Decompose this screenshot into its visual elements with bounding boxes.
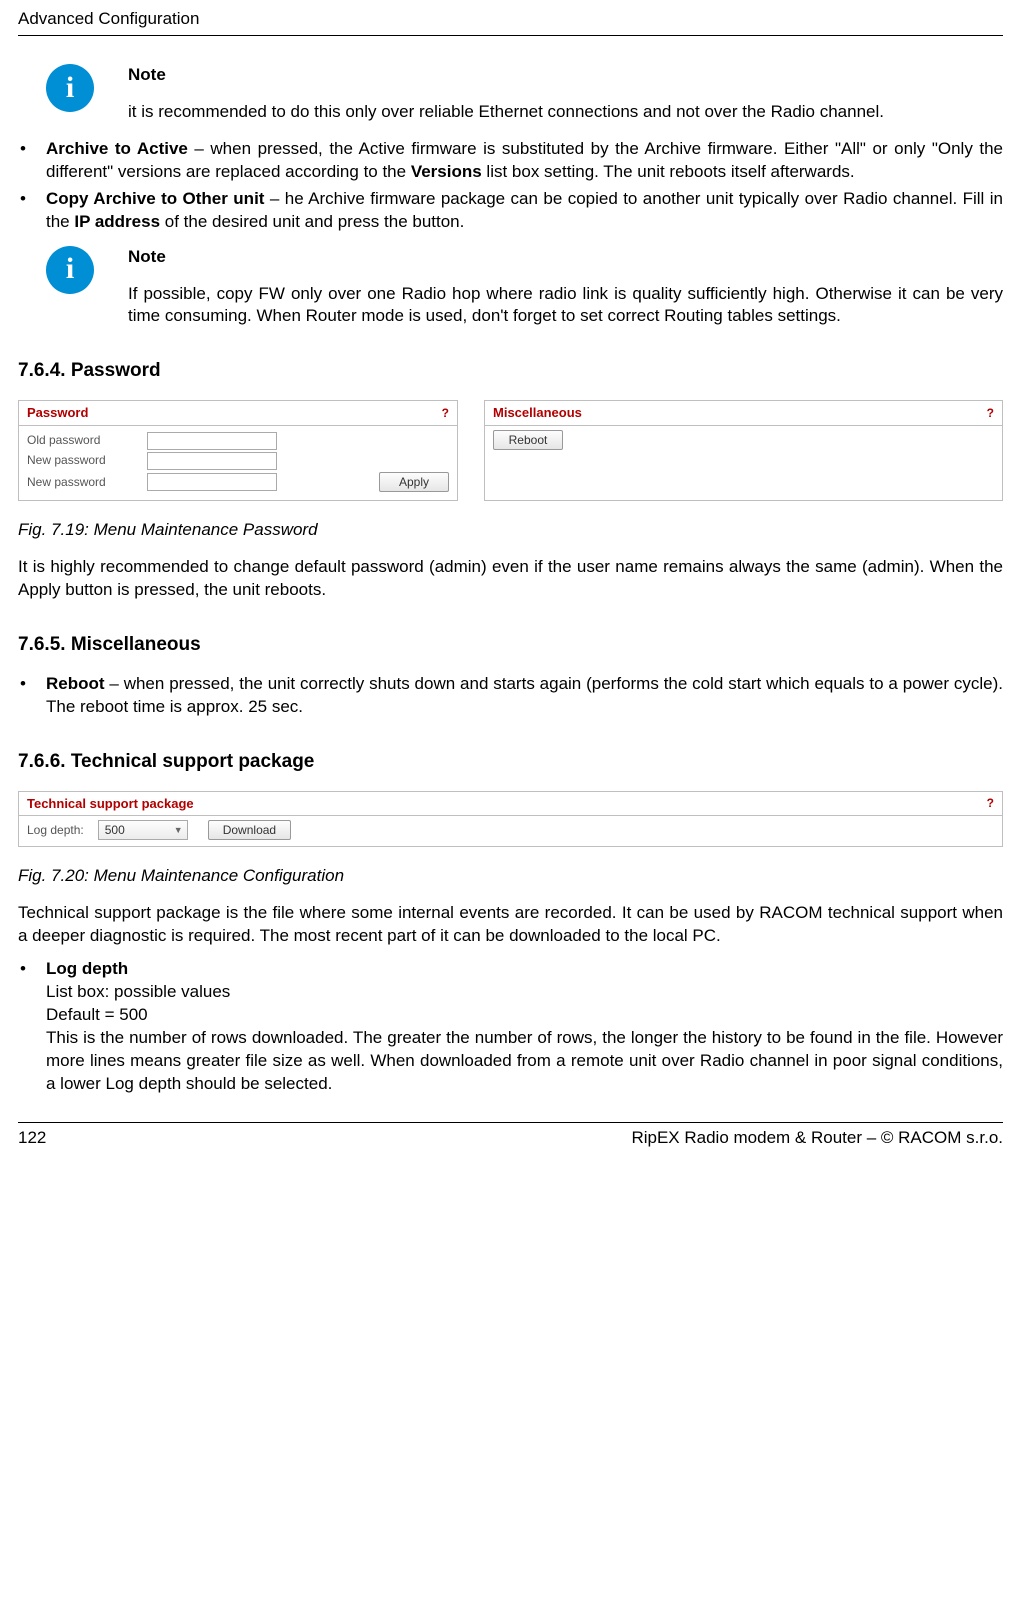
reboot-lead: Reboot: [46, 674, 105, 693]
bullet-icon: •: [18, 188, 46, 234]
text: – when pressed, the unit correctly shuts…: [46, 674, 1003, 716]
log-depth-value: 500: [105, 822, 125, 838]
bullet-icon: •: [18, 138, 46, 184]
panel-title: Miscellaneous: [493, 404, 582, 422]
new-password-confirm-label: New password: [27, 474, 147, 490]
panel-title: Technical support package: [27, 795, 194, 813]
copy-archive-lead: Copy Archive to Other unit: [46, 189, 264, 208]
log-depth-select[interactable]: 500 ▼: [98, 820, 188, 840]
help-icon[interactable]: ?: [987, 795, 994, 811]
bullet-icon: •: [18, 958, 46, 1096]
page-number: 122: [18, 1127, 46, 1150]
info-icon: i: [46, 64, 94, 112]
text: of the desired unit and press the button…: [160, 212, 464, 231]
tech-description: Technical support package is the file wh…: [18, 902, 1003, 948]
note-block: i Note If possible, copy FW only over on…: [46, 246, 1003, 329]
miscellaneous-panel: Miscellaneous ? Reboot: [484, 400, 1003, 501]
figure-caption: Fig. 7.19: Menu Maintenance Password: [18, 519, 1003, 542]
note-text: it is recommended to do this only over r…: [128, 102, 884, 121]
password-panel: Password ? Old password New password New…: [18, 400, 458, 501]
tech-support-panel: Technical support package ? Log depth: 5…: [18, 791, 1003, 848]
logdepth-list: • Log depth List box: possible values De…: [18, 958, 1003, 1096]
note-label: Note: [128, 64, 1003, 87]
new-password-input[interactable]: [147, 452, 277, 470]
note-label: Note: [128, 246, 1003, 269]
old-password-input[interactable]: [147, 432, 277, 450]
panel-title: Password: [27, 404, 88, 422]
text: List box: possible values: [46, 982, 230, 1001]
chevron-down-icon: ▼: [174, 824, 183, 836]
section-heading-tech: 7.6.6. Technical support package: [18, 749, 1003, 775]
apply-button[interactable]: Apply: [379, 472, 449, 492]
ip-address-bold: IP address: [74, 212, 160, 231]
text: list box setting. The unit reboots itsel…: [482, 162, 855, 181]
text: Default = 500: [46, 1005, 148, 1024]
info-icon: i: [46, 246, 94, 294]
archive-to-active-lead: Archive to Active: [46, 139, 188, 158]
page-header: Advanced Configuration: [18, 8, 1003, 36]
page-footer: 122 RipEX Radio modem & Router – © RACOM…: [18, 1122, 1003, 1150]
log-depth-lead: Log depth: [46, 959, 128, 978]
figure-caption: Fig. 7.20: Menu Maintenance Configuratio…: [18, 865, 1003, 888]
help-icon[interactable]: ?: [442, 405, 449, 421]
feature-list: • Archive to Active – when pressed, the …: [18, 138, 1003, 234]
section-heading-password: 7.6.4. Password: [18, 358, 1003, 384]
help-icon[interactable]: ?: [987, 405, 994, 421]
note-text: If possible, copy FW only over one Radio…: [128, 284, 1003, 326]
new-password-confirm-input[interactable]: [147, 473, 277, 491]
new-password-label: New password: [27, 452, 147, 468]
bullet-icon: •: [18, 673, 46, 719]
footer-doc-title: RipEX Radio modem & Router – © RACOM s.r…: [631, 1127, 1003, 1150]
log-depth-label: Log depth:: [27, 822, 84, 838]
misc-list: • Reboot – when pressed, the unit correc…: [18, 673, 1003, 719]
reboot-button[interactable]: Reboot: [493, 430, 563, 450]
text: This is the number of rows downloaded. T…: [46, 1028, 1003, 1093]
note-block: i Note it is recommended to do this only…: [46, 64, 1003, 124]
download-button[interactable]: Download: [208, 820, 291, 840]
password-description: It is highly recommended to change defau…: [18, 556, 1003, 602]
section-heading-misc: 7.6.5. Miscellaneous: [18, 632, 1003, 658]
old-password-label: Old password: [27, 432, 147, 448]
versions-bold: Versions: [411, 162, 482, 181]
